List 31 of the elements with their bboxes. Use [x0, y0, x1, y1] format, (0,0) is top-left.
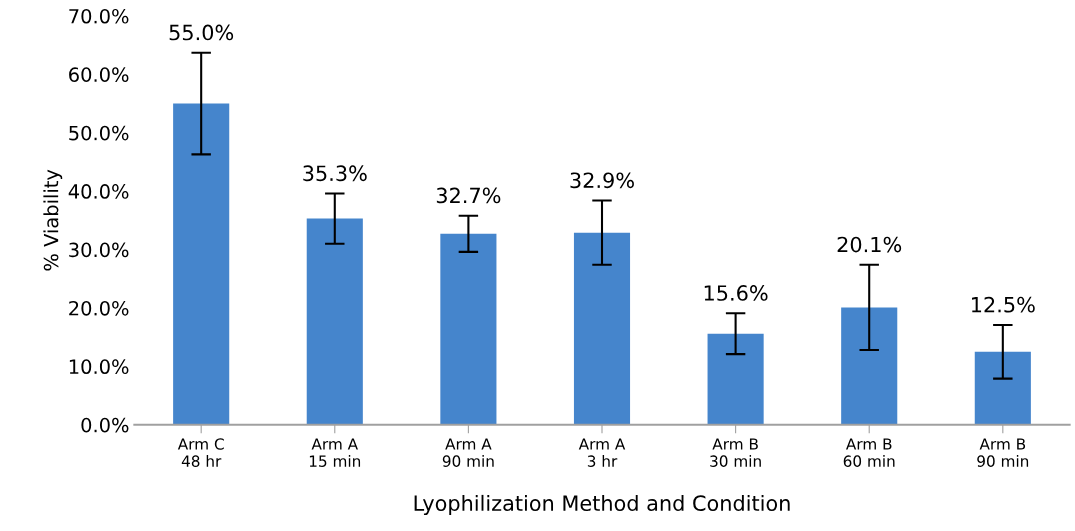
- x-axis-title: Lyophilization Method and Condition: [414, 494, 790, 516]
- bar: [841, 307, 898, 425]
- data-label: 20.1%: [837, 236, 902, 253]
- x-tick-label: Arm B 90 min: [977, 438, 1029, 467]
- data-label: 15.6%: [704, 285, 768, 301]
- y-tick-label: 10.0%: [69, 359, 129, 375]
- bar: [306, 218, 363, 425]
- y-tick-label: 20.0%: [69, 300, 129, 316]
- bar: [974, 351, 1031, 425]
- x-tick-label: Arm A 90 min: [442, 438, 494, 467]
- data-label: 12.5%: [972, 296, 1035, 313]
- x-tick-label: Arm B 60 min: [843, 438, 895, 467]
- data-label: 55.0%: [169, 24, 234, 41]
- x-tick-label: Arm A 15 min: [309, 438, 361, 467]
- y-axis-title: % Viability: [43, 169, 63, 271]
- y-tick-label: 70.0%: [69, 8, 129, 24]
- data-label: 32.9%: [570, 172, 634, 189]
- y-tick-label: 50.0%: [69, 125, 129, 141]
- y-tick-label: 40.0%: [68, 184, 129, 199]
- x-tick-label: Arm B 30 min: [710, 438, 761, 467]
- x-tick-label: Arm C 48 hr: [177, 438, 224, 467]
- y-tick-label: 60.0%: [69, 67, 129, 82]
- y-tick-label: 30.0%: [69, 242, 129, 258]
- bar: [173, 103, 230, 425]
- data-label: 32.7%: [436, 187, 501, 204]
- bar: [440, 233, 497, 425]
- data-label: 35.3%: [303, 165, 367, 182]
- bar: [707, 333, 764, 425]
- y-tick-label: 0.0%: [81, 417, 129, 433]
- bar: [573, 232, 631, 425]
- x-tick-label: Arm A 3 hr: [578, 438, 626, 467]
